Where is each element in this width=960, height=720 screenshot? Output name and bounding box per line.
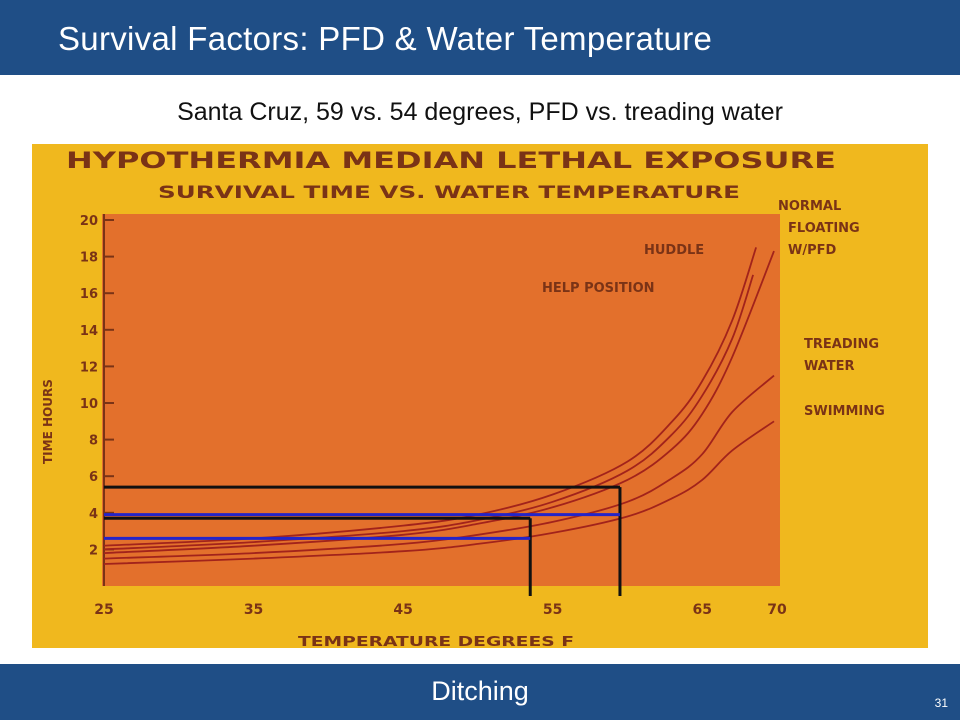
header-bar: Survival Factors: PFD & Water Temperatur… [0, 0, 960, 75]
footer-title: Ditching [431, 676, 529, 706]
series-label-huddle: HUDDLE [644, 243, 704, 258]
slide-subtitle: Santa Cruz, 59 vs. 54 degrees, PFD vs. t… [177, 98, 783, 126]
y-tick-label-16: 16 [80, 287, 98, 302]
y-tick-label-14: 14 [80, 324, 98, 339]
chart-subtitle: SURVIVAL TIME VS. WATER TEMPERATURE [158, 183, 740, 203]
x-tick-label-45: 45 [393, 602, 412, 618]
x-tick-label-35: 35 [244, 602, 263, 618]
x-tick-label-65: 65 [692, 602, 711, 618]
hypothermia-chart: HYPOTHERMIA MEDIAN LETHAL EXPOSURE SURVI… [32, 144, 928, 648]
y-tick-label-4: 4 [89, 507, 98, 522]
y-axis-label: TIME HOURS [41, 379, 55, 464]
x-axis-label: TEMPERATURE DEGREES F [298, 635, 574, 648]
series-label-help-position: HELP POSITION [542, 281, 655, 296]
x-tick-label-55: 55 [543, 602, 562, 618]
plot-area [102, 214, 780, 586]
y-tick-label-6: 6 [89, 470, 98, 485]
x-tick-label-70: 70 [767, 602, 787, 618]
annotation-lines [104, 485, 622, 596]
curve-help-position [103, 274, 754, 551]
y-tick-label-2: 2 [89, 543, 98, 558]
survival-curves [103, 247, 775, 565]
y-tick-label-12: 12 [80, 360, 98, 375]
y-tick-label-18: 18 [80, 251, 98, 266]
y-tick-label-8: 8 [89, 434, 98, 449]
footer-bar: Ditching 31 [0, 664, 960, 720]
series-label-swimming: SWIMMING [804, 404, 885, 419]
y-tick-label-10: 10 [80, 397, 98, 412]
slide-title: Survival Factors: PFD & Water Temperatur… [58, 20, 713, 57]
curve-normal-floating-w-pfd [103, 250, 775, 554]
y-tick-label-20: 20 [80, 214, 98, 229]
series-label-treading-water: TREADING WATER [804, 337, 884, 374]
series-label-normal-floating: NORMAL FLOATING W/PFD [778, 199, 864, 258]
chart-title: HYPOTHERMIA MEDIAN LETHAL EXPOSURE [66, 149, 836, 174]
x-tick-label-25: 25 [94, 602, 113, 618]
x-ticks: 25 35 45 55 65 70 [94, 602, 787, 618]
curve-treading-water [103, 374, 775, 560]
page-number: 31 [934, 696, 948, 710]
curve-swimming [103, 420, 775, 565]
y-ticks: 2 4 6 8 10 12 14 16 18 20 [80, 214, 114, 558]
